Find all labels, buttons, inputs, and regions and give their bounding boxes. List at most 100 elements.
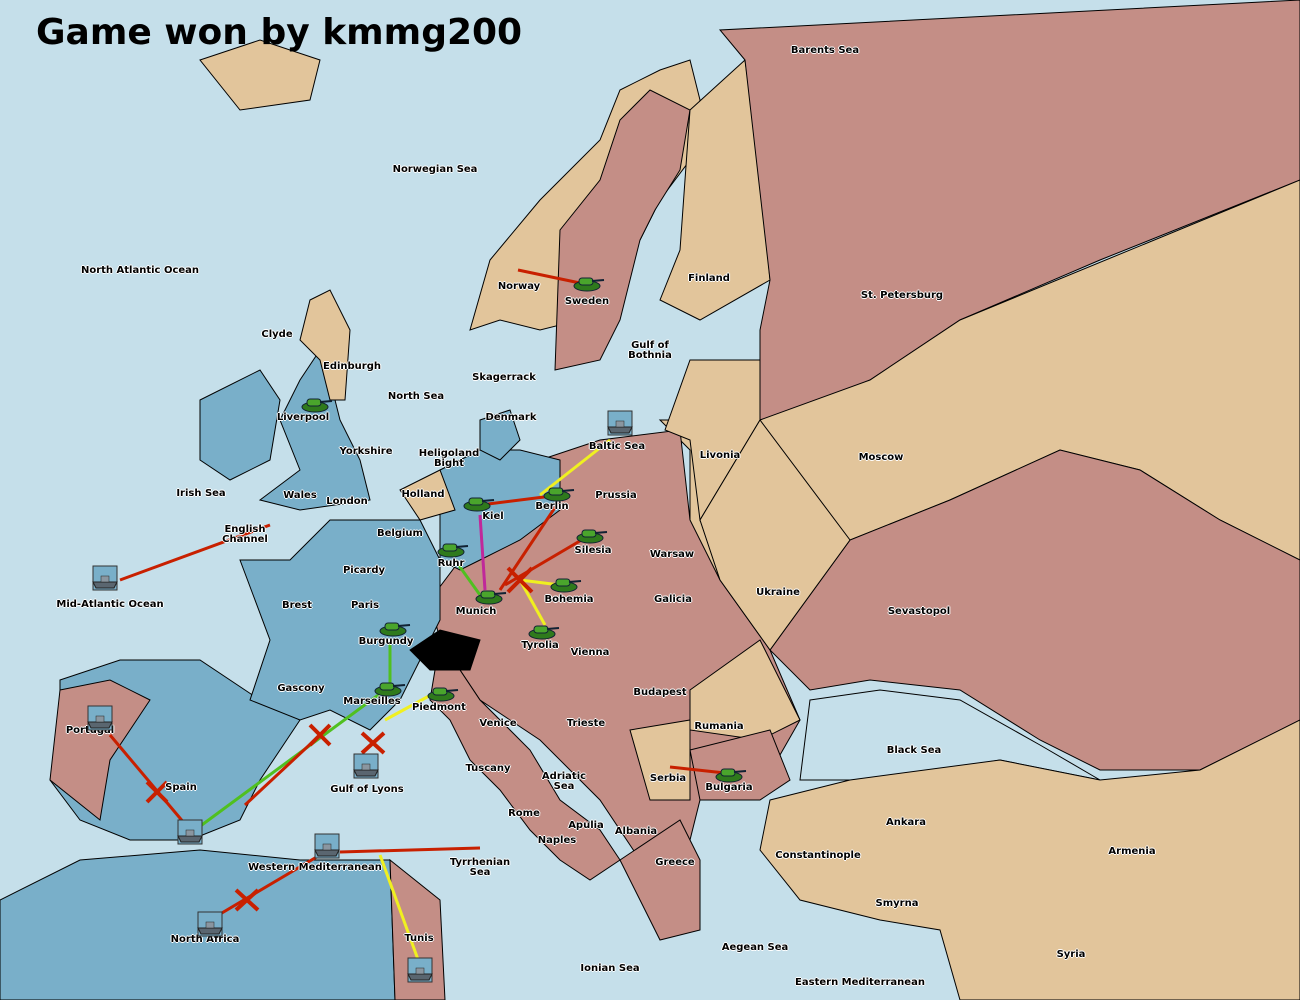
tank-icon[interactable] [301, 398, 333, 413]
ship-icon[interactable] [197, 911, 223, 937]
province-label[interactable]: Piedmont [412, 702, 466, 713]
tank-icon[interactable] [427, 687, 459, 702]
province-label[interactable]: Budapest [633, 687, 687, 698]
ship-icon[interactable] [92, 565, 118, 591]
region-portugal[interactable] [49, 679, 151, 821]
region-britain[interactable] [258, 348, 371, 511]
province-label[interactable]: Western Mediterranean [248, 862, 382, 873]
province-label[interactable]: Gulf of Bothnia [628, 340, 672, 361]
region-holland[interactable] [399, 469, 456, 521]
region-sevastopol[interactable] [769, 449, 1300, 771]
province-label[interactable]: Sweden [564, 296, 610, 307]
province-label[interactable]: Syria [1056, 949, 1086, 960]
tank-icon[interactable] [379, 622, 411, 637]
region-italy[interactable] [429, 638, 621, 881]
ship-icon[interactable] [87, 705, 113, 731]
province-label[interactable]: Wales [283, 490, 317, 501]
region-bulgaria[interactable] [689, 729, 791, 801]
province-label[interactable]: Tyrolia [521, 640, 559, 651]
ship-icon[interactable] [314, 833, 340, 859]
province-label[interactable]: Norwegian Sea [392, 164, 478, 175]
province-label[interactable]: Irish Sea [176, 488, 226, 499]
province-label[interactable]: Serbia [649, 773, 687, 784]
ship-icon[interactable] [407, 957, 433, 983]
province-label[interactable]: Denmark [485, 412, 537, 423]
province-label[interactable]: Vienna [570, 647, 610, 658]
region-greece[interactable] [619, 819, 701, 941]
province-label[interactable]: Kiel [482, 511, 504, 522]
province-label[interactable]: Ruhr [437, 558, 465, 569]
province-label[interactable]: Yorkshire [339, 446, 393, 457]
province-label[interactable]: Barents Sea [790, 45, 860, 56]
province-label[interactable]: Silesia [574, 545, 612, 556]
region-ireland[interactable] [199, 369, 281, 481]
province-label[interactable]: Edinburgh [322, 361, 382, 372]
province-label[interactable]: Heligoland Bight [418, 448, 480, 469]
province-label[interactable]: Gulf of Lyons [330, 784, 404, 795]
province-label[interactable]: Holland [401, 489, 445, 500]
province-label[interactable]: Tyrrhenian Sea [449, 857, 511, 878]
province-label[interactable]: Clyde [261, 329, 293, 340]
province-label[interactable]: Venice [479, 718, 517, 729]
province-label[interactable]: North Sea [387, 391, 445, 402]
province-label[interactable]: Spain [165, 782, 197, 793]
region-scotland[interactable] [299, 289, 351, 401]
province-label[interactable]: Livonia [699, 450, 741, 461]
province-label[interactable]: Sevastopol [887, 606, 951, 617]
tank-icon[interactable] [573, 277, 605, 292]
province-label[interactable]: Belgium [377, 528, 423, 539]
province-label[interactable]: Eastern Mediterranean [795, 977, 925, 988]
province-label[interactable]: Norway [497, 281, 541, 292]
province-label[interactable]: Trieste [566, 718, 606, 729]
province-label[interactable]: Apulia [568, 820, 604, 831]
province-label[interactable]: Picardy [342, 565, 386, 576]
province-label[interactable]: Aegean Sea [721, 942, 789, 953]
tank-icon[interactable] [543, 487, 575, 502]
province-label[interactable]: St. Petersburg [860, 290, 944, 301]
province-label[interactable]: London [326, 496, 368, 507]
ship-icon[interactable] [353, 753, 379, 779]
province-label[interactable]: English Channel [222, 524, 268, 545]
province-label[interactable]: North Africa [170, 934, 240, 945]
province-label[interactable]: Bohemia [544, 594, 594, 605]
province-label[interactable]: North Atlantic Ocean [80, 265, 200, 276]
province-label[interactable]: Bulgaria [705, 782, 753, 793]
region-turkey[interactable] [759, 719, 1300, 1000]
tank-icon[interactable] [475, 590, 507, 605]
ship-icon[interactable] [177, 819, 203, 845]
province-label[interactable]: Adriatic Sea [541, 771, 587, 792]
province-label[interactable]: Rumania [694, 721, 744, 732]
province-label[interactable]: Burgundy [358, 636, 414, 647]
province-label[interactable]: Ionian Sea [580, 963, 640, 974]
province-label[interactable]: Gascony [277, 683, 325, 694]
tank-icon[interactable] [374, 682, 406, 697]
province-label[interactable]: Tunis [404, 933, 434, 944]
tank-icon[interactable] [437, 543, 469, 558]
region-serbia[interactable] [629, 719, 691, 801]
tank-icon[interactable] [715, 768, 747, 783]
region-ukraine[interactable] [699, 419, 851, 651]
tank-icon[interactable] [576, 529, 608, 544]
province-label[interactable]: Tuscany [465, 763, 511, 774]
province-label[interactable]: Armenia [1108, 846, 1156, 857]
province-label[interactable]: Constantinople [775, 850, 861, 861]
province-label[interactable]: Liverpool [276, 412, 330, 423]
province-label[interactable]: Berlin [535, 501, 569, 512]
province-label[interactable]: Munich [455, 606, 497, 617]
ship-icon[interactable] [607, 410, 633, 436]
tank-icon[interactable] [463, 497, 495, 512]
province-label[interactable]: Greece [655, 857, 695, 868]
province-label[interactable]: Baltic Sea [588, 441, 646, 452]
province-label[interactable]: Brest [281, 600, 313, 611]
province-label[interactable]: Ankara [886, 817, 926, 828]
province-label[interactable]: Galicia [654, 594, 692, 605]
province-label[interactable]: Finland [688, 273, 730, 284]
province-label[interactable]: Naples [537, 835, 577, 846]
province-label[interactable]: Ukraine [756, 587, 800, 598]
tank-icon[interactable] [528, 625, 560, 640]
province-label[interactable]: Marseilles [343, 696, 401, 707]
region-sweden[interactable] [554, 89, 691, 371]
province-label[interactable]: Rome [508, 808, 540, 819]
province-label[interactable]: Paris [350, 600, 380, 611]
province-label[interactable]: Prussia [595, 490, 637, 501]
